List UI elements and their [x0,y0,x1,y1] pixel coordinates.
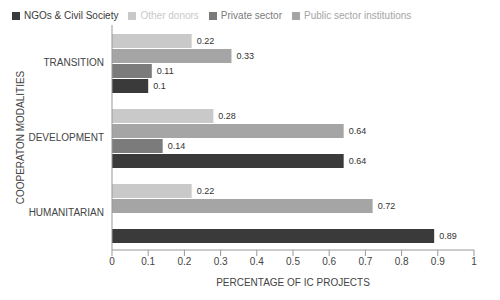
svg-text:PERCENTAGE OF IC PROJECTS: PERCENTAGE OF IC PROJECTS [216,277,370,288]
html-text:Public sector institutions: Public sector institutions [304,10,412,21]
svg-text:0.72: 0.72 [378,201,396,211]
svg-text:1: 1 [471,256,477,267]
svg-text:TRANSITION: TRANSITION [43,57,104,68]
svg-text:0.7: 0.7 [358,256,372,267]
svg-text:0.1: 0.1 [153,81,166,91]
svg-text:0.11: 0.11 [157,66,174,76]
svg-text:0.2: 0.2 [177,256,191,267]
svg-text:0.8: 0.8 [395,256,409,267]
svg-text:0.64: 0.64 [349,156,367,166]
svg-text:0.4: 0.4 [250,256,264,267]
html-text:Private sector: Private sector [220,10,282,21]
svg-text:0.89: 0.89 [439,231,457,241]
svg-text:0.14: 0.14 [168,141,186,151]
svg-text:0.22: 0.22 [197,36,215,46]
svg-text:0.28: 0.28 [218,111,236,121]
svg-text:0: 0 [109,256,115,267]
svg-text:0.5: 0.5 [286,256,300,267]
svg-text:0.64: 0.64 [349,126,367,136]
svg-text:0.6: 0.6 [322,256,336,267]
html-text:NGOs & Civil Society: NGOs & Civil Society [24,10,119,21]
svg-text:COOPERATON MODALITIES: COOPERATON MODALITIES [15,70,26,204]
svg-text:0.22: 0.22 [197,186,215,196]
svg-text:0.1: 0.1 [141,256,155,267]
html-text:Other donors: Other donors [140,10,199,21]
svg-text:0.3: 0.3 [214,256,228,267]
svg-text:0.33: 0.33 [236,51,254,61]
svg-text:DEVELOPMENT: DEVELOPMENT [28,132,104,143]
svg-text:HUMANITARIAN: HUMANITARIAN [29,207,104,218]
svg-text:0.9: 0.9 [431,256,445,267]
